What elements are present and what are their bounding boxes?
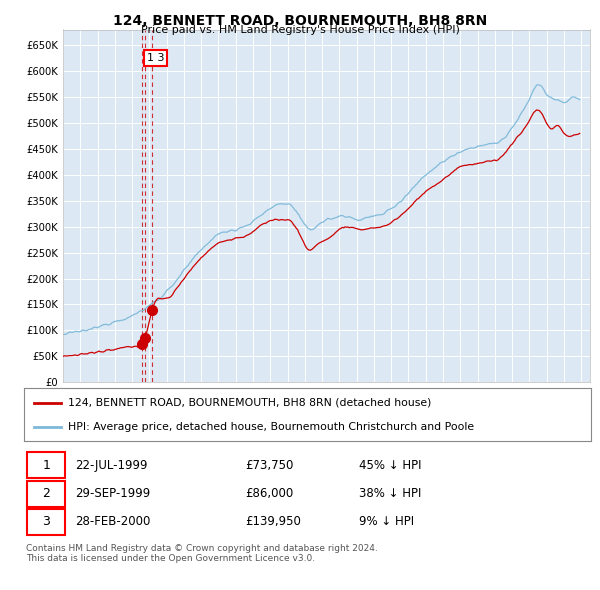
FancyBboxPatch shape	[27, 509, 65, 535]
Text: 2: 2	[42, 487, 50, 500]
Text: £73,750: £73,750	[245, 458, 293, 471]
Text: 1 3: 1 3	[147, 53, 164, 63]
Text: 29-SEP-1999: 29-SEP-1999	[75, 487, 150, 500]
FancyBboxPatch shape	[27, 452, 65, 478]
Text: 38% ↓ HPI: 38% ↓ HPI	[359, 487, 421, 500]
Text: 45% ↓ HPI: 45% ↓ HPI	[359, 458, 421, 471]
Text: HPI: Average price, detached house, Bournemouth Christchurch and Poole: HPI: Average price, detached house, Bour…	[68, 422, 475, 432]
Text: 28-FEB-2000: 28-FEB-2000	[75, 515, 151, 528]
Text: £139,950: £139,950	[245, 515, 301, 528]
Text: 3: 3	[42, 515, 50, 528]
Text: 1: 1	[42, 458, 50, 471]
Text: 22-JUL-1999: 22-JUL-1999	[75, 458, 148, 471]
Text: 9% ↓ HPI: 9% ↓ HPI	[359, 515, 413, 528]
FancyBboxPatch shape	[27, 481, 65, 507]
Text: Price paid vs. HM Land Registry's House Price Index (HPI): Price paid vs. HM Land Registry's House …	[140, 25, 460, 35]
Text: Contains HM Land Registry data © Crown copyright and database right 2024.
This d: Contains HM Land Registry data © Crown c…	[26, 544, 377, 563]
Text: 124, BENNETT ROAD, BOURNEMOUTH, BH8 8RN: 124, BENNETT ROAD, BOURNEMOUTH, BH8 8RN	[113, 14, 487, 28]
Text: 124, BENNETT ROAD, BOURNEMOUTH, BH8 8RN (detached house): 124, BENNETT ROAD, BOURNEMOUTH, BH8 8RN …	[68, 398, 431, 408]
Text: £86,000: £86,000	[245, 487, 293, 500]
